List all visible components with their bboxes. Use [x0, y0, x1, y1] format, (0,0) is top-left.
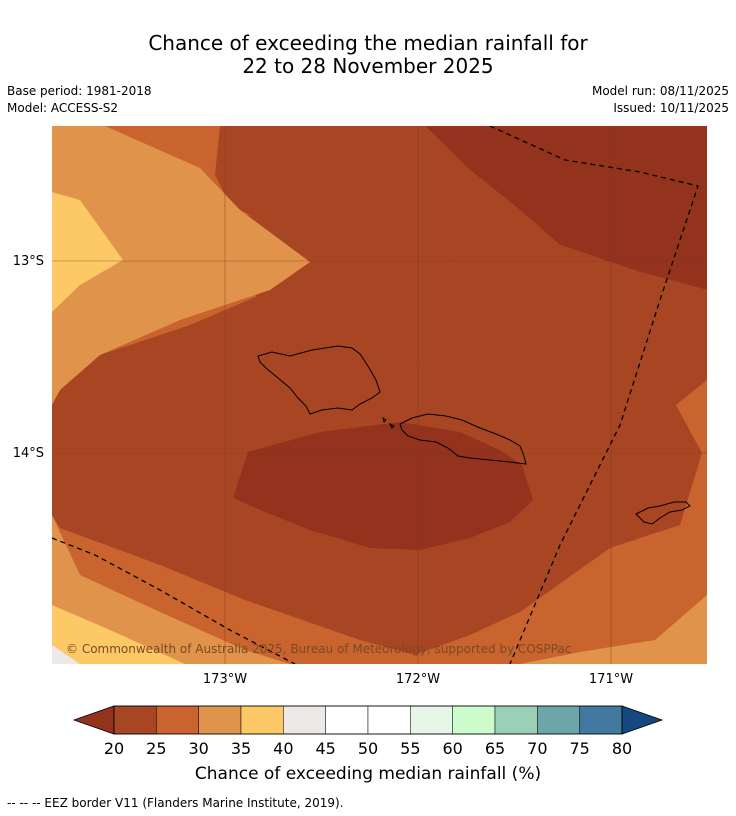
eez-border-southwest	[52, 537, 296, 664]
colorbar-swatch-55	[410, 705, 453, 735]
colorbar-tick-25: 25	[146, 739, 166, 758]
colorbar-swatch-20	[113, 705, 157, 735]
colorbar-swatch-45	[325, 705, 369, 735]
colorbar-tick-60: 60	[442, 739, 462, 758]
copyright-notice: © Commonwealth of Australia 2025, Bureau…	[66, 642, 571, 656]
map-area[interactable]: © Commonwealth of Australia 2025, Bureau…	[52, 126, 707, 664]
colorbar-swatch-60	[452, 705, 496, 735]
colorbar-label: Chance of exceeding median rainfall (%)	[194, 764, 542, 784]
colorbar-swatch-30	[198, 705, 242, 735]
zone-35-west	[52, 192, 123, 312]
colorbar-over-arrow	[621, 705, 664, 735]
map-title-line1: Chance of exceeding the median rainfall …	[148, 31, 588, 55]
zone-30-west	[52, 126, 310, 405]
zone-30-southwest	[52, 515, 290, 664]
zone-15-core	[233, 422, 533, 550]
meta-right: Model run: 08/11/2025 Issued: 10/11/2025	[592, 83, 729, 117]
island-upolu[interactable]	[399, 413, 527, 465]
colorbar-tick-80: 80	[612, 739, 632, 758]
colorbar-tick-35: 35	[231, 739, 251, 758]
colorbar: 20 25 30 35 40 45 50 55 60 65 70 75 80	[72, 705, 664, 758]
colorbar-tick-40: 40	[273, 739, 293, 758]
model-name: Model: ACCESS-S2	[7, 101, 119, 115]
colorbar-swatch-65	[494, 705, 538, 735]
zone-30-southeast	[520, 595, 707, 664]
lon-label-172w: 172°W	[396, 672, 440, 687]
island-tutuila[interactable]	[635, 501, 691, 525]
colorbar-frame	[113, 705, 623, 735]
island-manono[interactable]	[382, 416, 395, 429]
zone-35-southwest	[52, 605, 185, 664]
model-run: Model run: 08/11/2025	[591, 84, 729, 98]
colorbar-tick-20: 20	[104, 739, 124, 758]
colorbar-swatch-35	[240, 705, 284, 735]
colorbar-tick-30: 30	[188, 739, 208, 758]
colorbar-tick-75: 75	[569, 739, 589, 758]
colorbar-swatch-70	[537, 705, 580, 735]
lon-label-171w: 171°W	[589, 672, 633, 687]
colorbar-swatch-50	[367, 705, 411, 735]
colorbar-under-arrow	[72, 705, 115, 735]
lon-label-173w: 173°W	[203, 672, 247, 687]
lat-label-13s: 13°S	[13, 254, 44, 269]
colorbar-tick-65: 65	[485, 739, 505, 758]
colorbar-swatch-40	[283, 705, 326, 735]
base-period: Base period: 1981-2018	[7, 84, 152, 98]
colorbar-tick-45: 45	[315, 739, 335, 758]
colorbar-tick-70: 70	[527, 739, 547, 758]
colorbar-swatch-75	[579, 705, 623, 735]
meta-left: Base period: 1981-2018 Model: ACCESS-S2	[7, 83, 152, 117]
map-title-line2: 22 to 28 November 2025	[242, 54, 494, 78]
colorbar-swatch-25	[156, 705, 199, 735]
zone-15-top-right	[425, 126, 707, 290]
colorbar-tick-50: 50	[358, 739, 378, 758]
island-savaii[interactable]	[257, 345, 381, 415]
colorbar-tick-55: 55	[400, 739, 420, 758]
issued-date: Issued: 10/11/2025	[613, 101, 729, 115]
eez-footnote: -- -- -- EEZ border V11 (Flanders Marine…	[7, 796, 344, 810]
zone-40-corner	[52, 645, 80, 664]
lat-label-14s: 14°S	[13, 446, 44, 461]
